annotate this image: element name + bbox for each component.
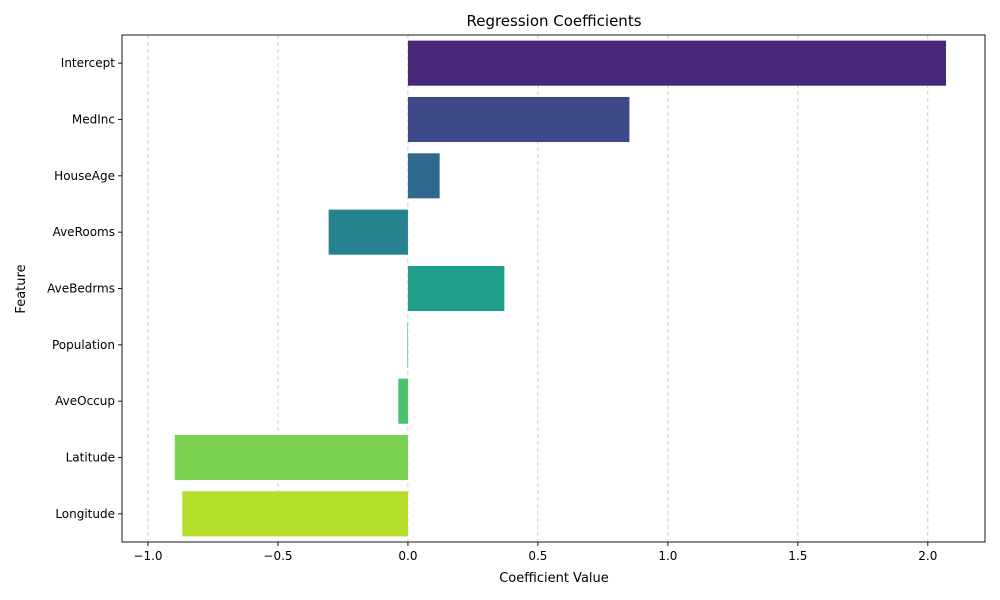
y-tick-label: Latitude [66, 451, 115, 465]
bar-averooms [328, 209, 408, 255]
bar-avebedrms [407, 265, 505, 312]
x-tick-label: −1.0 [133, 549, 162, 563]
x-axis-label: Coefficient Value [499, 571, 609, 586]
y-tick-label: AveBedrms [47, 282, 115, 296]
y-tick-label: AveOccup [55, 394, 115, 408]
x-tick-label: 1.0 [658, 549, 677, 563]
bar-houseage [407, 153, 440, 199]
y-tick-label: HouseAge [54, 169, 115, 183]
bar-medinc [407, 96, 630, 143]
y-tick-label: Intercept [61, 56, 116, 70]
bar-population [407, 322, 409, 368]
y-axis-label: Feature [14, 264, 29, 313]
x-tick-label: 0.5 [528, 549, 547, 563]
axes: −1.0 −0.5 0.0 0.5 1.0 1.5 2.0 Intercept MedInc Ho… [47, 34, 986, 563]
x-tick-label: 1.5 [788, 549, 807, 563]
y-tick-label: MedInc [72, 113, 115, 127]
bars [174, 40, 947, 537]
y-tick-label: Population [52, 338, 115, 352]
y-tick-label: Longitude [55, 507, 115, 521]
bar-longitude [182, 491, 408, 537]
bar-latitude [174, 434, 408, 481]
bar-aveoccup [398, 378, 408, 424]
bar-intercept [407, 40, 947, 86]
x-tick-label: 0.0 [398, 549, 417, 563]
x-tick-label: −0.5 [263, 549, 292, 563]
chart-title: Regression Coefficients [466, 12, 641, 30]
x-tick-label: 2.0 [918, 549, 937, 563]
y-tick-label: AveRooms [53, 225, 115, 239]
